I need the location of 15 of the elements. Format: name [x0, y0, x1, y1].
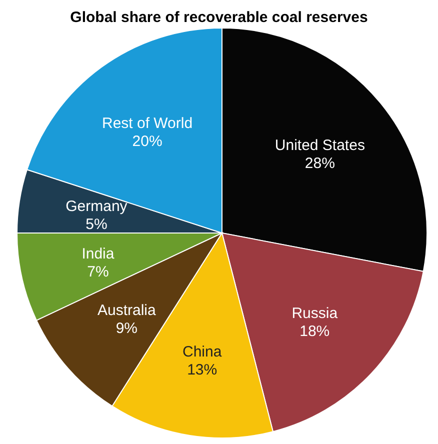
chart-title: Global share of recoverable coal reserves — [69, 8, 369, 28]
data-label: 13% — [187, 362, 218, 379]
slice-label: Germany — [66, 198, 128, 216]
slice-label: China — [182, 344, 222, 361]
data-label: 18% — [300, 323, 330, 340]
data-label: 20% — [132, 133, 162, 150]
slice-label: Australia — [97, 302, 156, 320]
data-label: 28% — [304, 154, 335, 172]
slice-label: United States — [274, 136, 365, 154]
data-label: 7% — [87, 264, 109, 281]
slice-label: Russia — [292, 305, 338, 322]
slice-label: India — [82, 246, 115, 263]
slice-label: Rest of World — [102, 115, 193, 132]
data-label: 5% — [86, 216, 108, 234]
data-label: 9% — [116, 320, 138, 338]
